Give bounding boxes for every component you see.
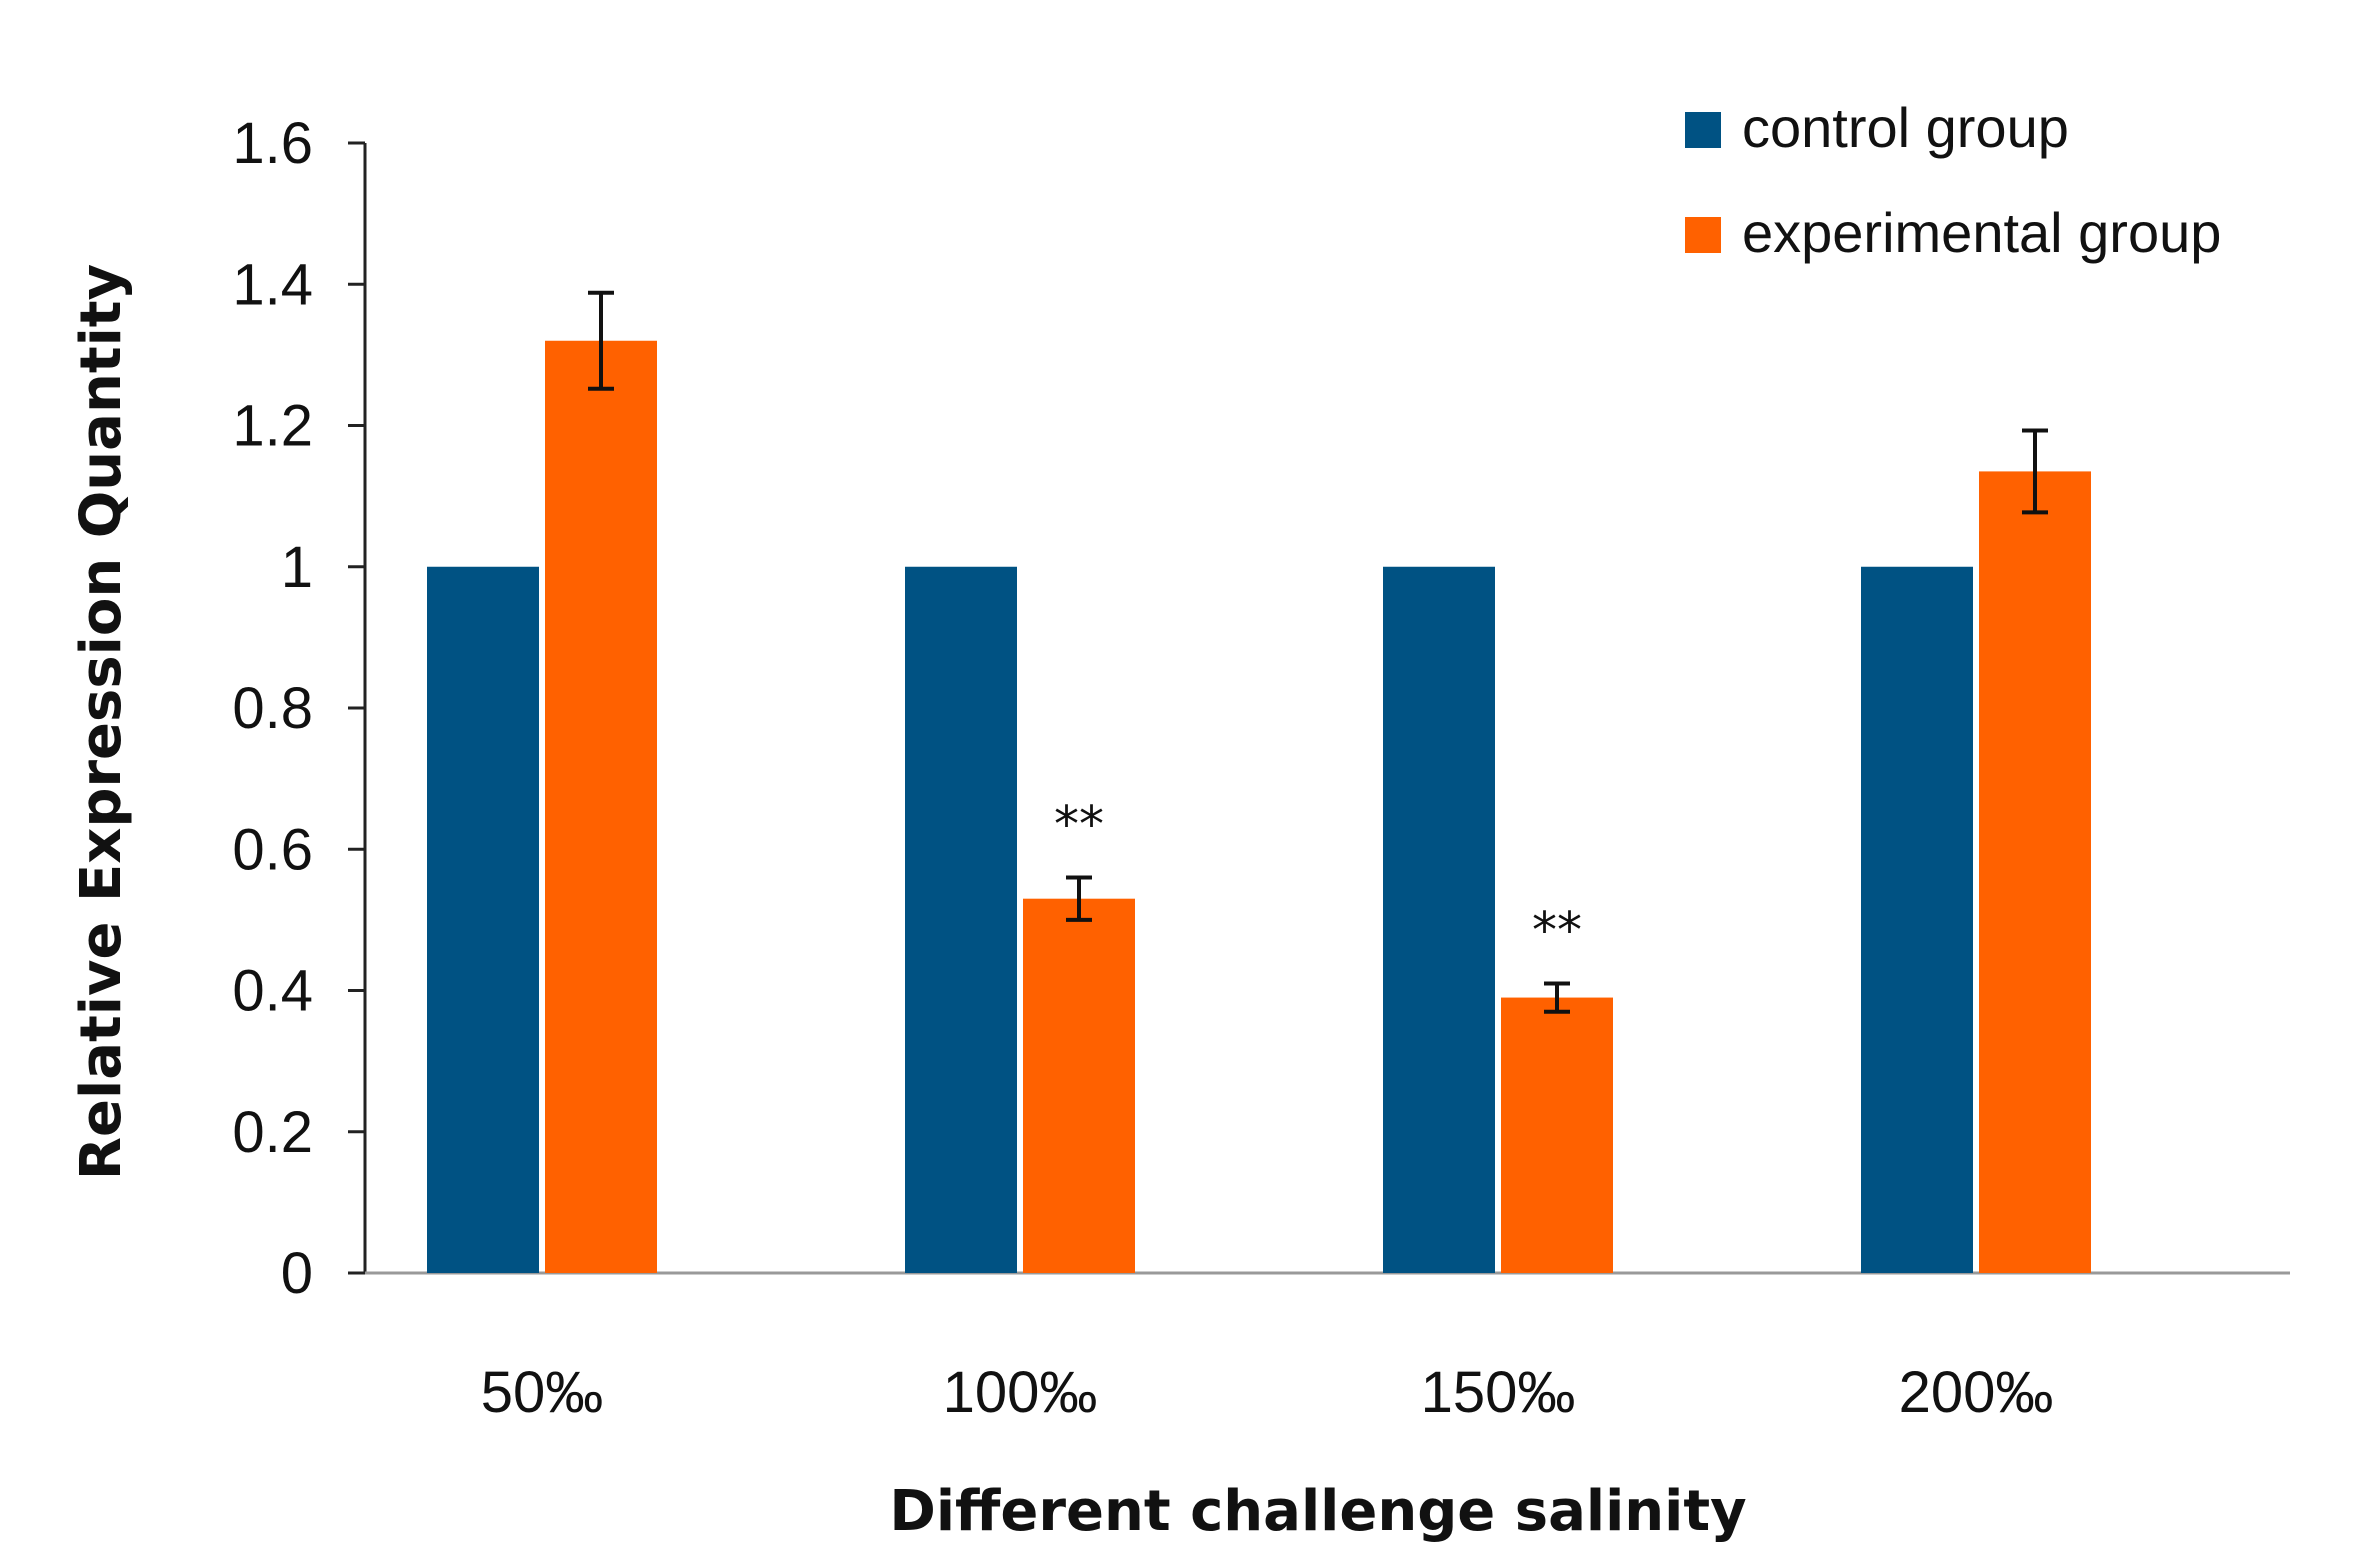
x-tick-label: 50‰ <box>481 1360 604 1425</box>
bar-experimental <box>1501 997 1613 1273</box>
legend-swatch <box>1685 112 1721 148</box>
y-tick-label: 0.4 <box>232 959 313 1024</box>
error-bars <box>588 290 2048 1014</box>
legend: control group experimental group <box>1685 96 2221 264</box>
bar-control <box>905 566 1017 1273</box>
x-tick-label: 200‰ <box>1899 1360 2054 1425</box>
bar-control <box>427 566 539 1273</box>
bar-experimental <box>545 340 657 1273</box>
bars <box>427 340 2091 1273</box>
y-tick-label: 0.6 <box>232 817 313 882</box>
legend-label: control group <box>1742 96 2069 159</box>
significance-annotations: ** ** <box>1054 796 1582 960</box>
y-tick-label: 0.2 <box>232 1100 313 1165</box>
x-axis-title: Different challenge salinity <box>889 1479 1746 1544</box>
y-axis-title: Relative Expression Quantity <box>69 264 134 1180</box>
significance-label: ** <box>1532 901 1582 959</box>
y-tick-label: 1 <box>281 535 313 600</box>
y-tick-label: 0 <box>281 1241 313 1306</box>
bar-control <box>1383 566 1495 1273</box>
legend-label: experimental group <box>1742 201 2221 264</box>
bar-experimental <box>1979 471 2091 1273</box>
y-tick-label: 1.6 <box>232 111 313 176</box>
y-tick-label: 1.2 <box>232 394 313 459</box>
legend-swatch <box>1685 217 1721 253</box>
y-tick-label: 1.4 <box>232 252 313 317</box>
bar-experimental <box>1023 898 1135 1273</box>
bar-control <box>1861 566 1973 1273</box>
x-tick-label: 100‰ <box>943 1360 1098 1425</box>
x-tick-label: 150‰ <box>1421 1360 1576 1425</box>
significance-label: ** <box>1054 796 1104 854</box>
y-axis: 0 0.2 0.4 0.6 0.8 1 1.2 1.4 1.6 <box>232 111 367 1306</box>
y-tick-label: 0.8 <box>232 676 313 741</box>
